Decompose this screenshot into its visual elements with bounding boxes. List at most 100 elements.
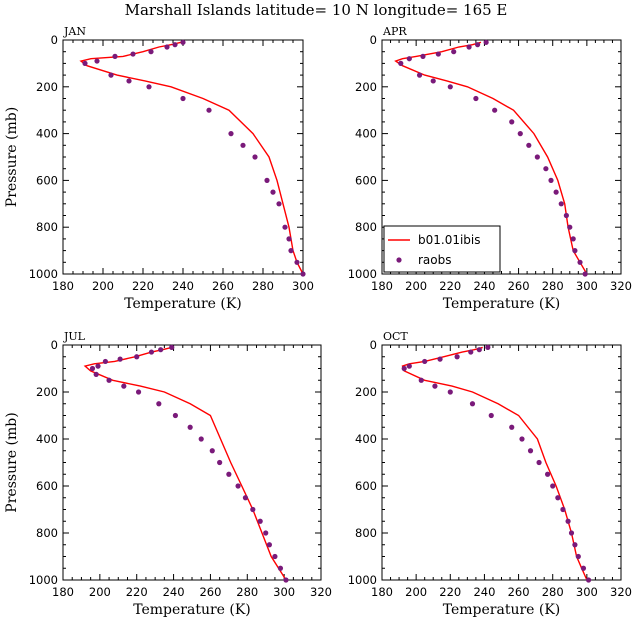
panel-label: APR	[382, 25, 407, 38]
raobs-point	[544, 471, 551, 477]
raobs-point	[485, 344, 491, 350]
raobs-point	[534, 154, 540, 160]
raobs-point	[430, 78, 436, 84]
plot-frame	[62, 344, 322, 581]
raobs-point	[148, 49, 154, 55]
raobs-point	[568, 530, 575, 536]
raobs-point	[572, 542, 578, 548]
raobs-point	[454, 354, 460, 360]
raobs-point	[575, 553, 581, 560]
legend: b01.01ibis raobs	[383, 225, 501, 273]
raobs-point	[406, 56, 412, 62]
y-tick-label: 200	[355, 80, 377, 94]
raobs-point	[180, 95, 186, 102]
legend-label: raobs	[418, 253, 452, 267]
x-tick-label: 240	[163, 585, 185, 599]
raobs-point	[536, 459, 542, 466]
x-tick-label: 300	[292, 279, 314, 293]
raobs-point	[228, 131, 234, 137]
x-tick-label: 300	[576, 279, 598, 293]
x-tick-label: 220	[439, 279, 461, 293]
y-tick-label: 800	[355, 220, 377, 234]
raobs-point	[526, 142, 532, 148]
raobs-point	[134, 354, 140, 360]
raobs-point	[555, 495, 561, 501]
raobs-point	[102, 358, 108, 365]
legend-label: b01.01ibis	[418, 233, 481, 247]
x-tick-label: 180	[52, 585, 74, 599]
raobs-point	[416, 72, 423, 78]
y-tick-label: 1000	[348, 573, 377, 587]
x-axis-label: Temperature (K)	[443, 602, 561, 618]
raobs-point	[577, 259, 583, 265]
y-tick-label: 800	[36, 220, 58, 234]
y-tick-label: 200	[36, 385, 58, 399]
raobs-point	[89, 365, 96, 372]
raobs-point	[270, 189, 276, 195]
y-tick-label: 1000	[348, 267, 377, 281]
raobs-point	[451, 49, 457, 55]
series-line-b01-01ibis	[401, 346, 588, 581]
x-axis-label: Temperature (K)	[443, 296, 561, 312]
raobs-point	[488, 412, 494, 419]
raobs-point	[580, 565, 587, 571]
x-tick-label: 260	[199, 585, 221, 599]
raobs-point	[422, 358, 428, 365]
legend-marker-swatch	[396, 257, 402, 263]
raobs-point	[198, 436, 204, 442]
raobs-point	[217, 459, 223, 466]
raobs-point	[585, 577, 592, 583]
y-tick-label: 600	[355, 173, 377, 187]
figure-title: Marshall Islands latitude= 10 N longitud…	[125, 1, 508, 19]
raobs-point	[572, 248, 578, 254]
raobs-point	[519, 436, 525, 442]
raobs-point	[294, 259, 300, 265]
panel-oct: 180 200 220 240 260 280 300 320 0 200 400 600 800 100…	[348, 330, 632, 618]
raobs-point	[563, 212, 569, 219]
y-tick-label: 200	[355, 385, 377, 399]
y-tick-label: 600	[36, 173, 58, 187]
panel-jan: 180 200 220 240 260 280 300 0 200 400 600 800 1000 JA…	[4, 25, 314, 312]
y-tick-label: 600	[355, 479, 377, 493]
x-tick-label: 240	[172, 279, 194, 293]
raobs-point	[567, 224, 573, 230]
raobs-point	[156, 401, 162, 407]
raobs-point	[130, 51, 136, 57]
raobs-point	[447, 84, 453, 90]
x-tick-label: 300	[576, 585, 598, 599]
x-tick-label: 200	[92, 279, 114, 293]
x-tick-label: 180	[371, 585, 393, 599]
raobs-point	[112, 53, 118, 59]
raobs-point	[276, 201, 282, 207]
raobs-point	[509, 424, 515, 430]
x-tick-label: 200	[405, 279, 427, 293]
raobs-point	[172, 42, 178, 48]
raobs-point	[548, 177, 554, 183]
raobs-point	[126, 78, 132, 84]
raobs-point	[401, 365, 407, 372]
raobs-point	[206, 107, 212, 113]
raobs-point	[266, 542, 272, 548]
raobs-point	[263, 530, 269, 536]
raobs-point	[264, 177, 270, 183]
y-tick-label: 800	[355, 526, 377, 540]
y-tick-label: 0	[370, 338, 377, 352]
raobs-point	[108, 72, 114, 78]
raobs-point	[558, 201, 564, 207]
raobs-point	[475, 42, 481, 48]
y-tick-label: 400	[36, 127, 58, 141]
raobs-point	[437, 356, 443, 362]
raobs-point	[570, 236, 576, 242]
x-tick-label: 240	[473, 279, 495, 293]
x-tick-label: 180	[52, 279, 74, 293]
raobs-point	[398, 60, 404, 66]
legend-box	[383, 225, 501, 273]
raobs-point	[257, 518, 263, 524]
raobs-point	[209, 448, 215, 454]
raobs-point	[466, 44, 472, 50]
raobs-point	[435, 51, 441, 57]
raobs-point	[135, 389, 142, 395]
x-tick-label: 240	[473, 585, 495, 599]
raobs-point	[283, 577, 289, 583]
